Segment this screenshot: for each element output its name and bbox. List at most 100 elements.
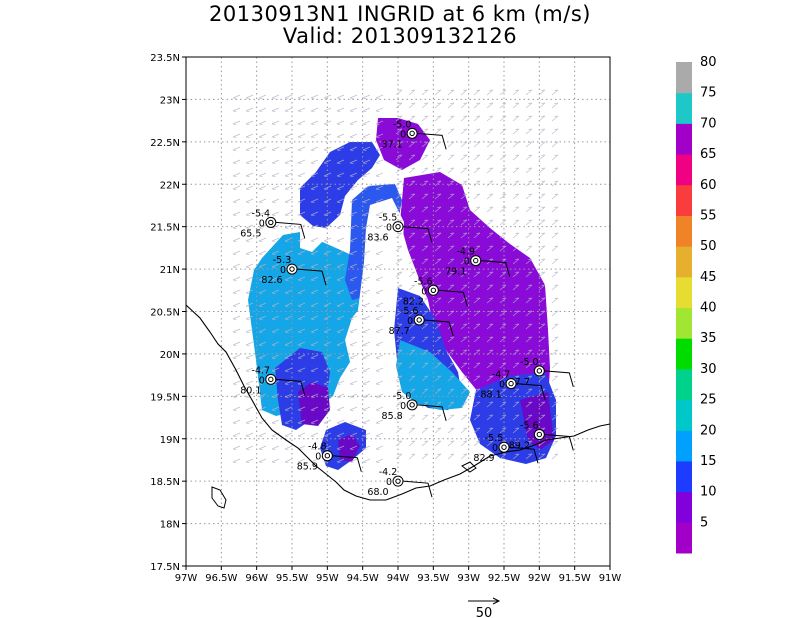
station-wind-barb	[424, 319, 454, 337]
station-temperature: -5.3	[273, 255, 292, 266]
colorbar-segment	[676, 522, 692, 554]
station-dewpoint: 0	[421, 286, 427, 297]
x-tick-label: 92.5W	[488, 573, 520, 584]
station-inner-circle	[501, 444, 507, 450]
reference-arrow-label: 50	[476, 606, 493, 618]
colorbar-segment	[676, 307, 692, 339]
station-wind-barb	[332, 455, 362, 472]
x-tick-label: 95.5W	[276, 573, 308, 584]
wind-gap-central	[356, 198, 404, 372]
x-tick-label: 97W	[175, 573, 198, 584]
station-pressure: 88.1	[480, 390, 501, 401]
colorbar-segment	[676, 399, 692, 431]
station-wind-barb	[417, 132, 447, 150]
colorbar-label: 45	[700, 270, 717, 285]
lagoon-outline	[211, 486, 227, 509]
y-tick-label: 21N	[160, 265, 180, 276]
colorbar-segment	[676, 491, 692, 523]
station-dewpoint: 0	[386, 477, 392, 488]
station-pressure: 82.9	[473, 453, 494, 464]
station-inner-circle	[473, 257, 479, 264]
y-tick-label: 23.5N	[150, 53, 180, 64]
colorbar-label: 50	[700, 239, 717, 254]
station-temperature: -4.7	[492, 370, 511, 381]
colorbar-segment	[676, 215, 692, 247]
colorbar-label: 25	[700, 393, 717, 408]
x-tick-label: 94W	[387, 573, 410, 584]
station-marker: -5.6 89.2	[509, 421, 574, 452]
station-wind-barb	[417, 404, 447, 421]
y-tick-label: 23N	[160, 95, 180, 106]
colorbar-label: 40	[700, 301, 717, 316]
colorbar-label: 65	[700, 147, 717, 162]
station-inner-circle	[536, 431, 543, 438]
colorbar-label: 80	[700, 55, 717, 70]
station-dewpoint: 0	[259, 375, 265, 386]
station-pressure: 89.2	[509, 441, 530, 452]
station-dewpoint: 0	[400, 401, 406, 412]
station-dewpoint: 0	[280, 265, 286, 276]
station-inner-circle	[536, 368, 543, 374]
station-pressure: 65.5	[240, 228, 261, 239]
station-temperature: -4.2	[379, 467, 398, 478]
y-tick-label: 19N	[160, 435, 180, 446]
x-tick-label: 95W	[316, 573, 339, 584]
y-tick-label: 19.5N	[150, 392, 180, 403]
station-wind-barb	[480, 260, 511, 277]
station-pressure: 82.2	[403, 296, 424, 307]
station-marker: -5.0 87.7	[509, 357, 574, 388]
colorbar-label: 35	[700, 331, 717, 346]
colorbar-label: 55	[700, 208, 717, 223]
colorbar-label: 70	[700, 116, 717, 131]
colorbar-segment	[676, 184, 692, 216]
station-dewpoint: 0	[386, 223, 392, 234]
y-tick-label: 20.5N	[150, 308, 180, 319]
colorbar-label: 10	[700, 485, 717, 500]
wind-gap-northwest	[300, 226, 324, 252]
x-tick-label: 93W	[457, 573, 480, 584]
map-title: 20130913N1 INGRID at 6 km (m/s)	[209, 2, 591, 26]
colorbar-segment	[676, 123, 692, 155]
colorbar-segment	[676, 62, 692, 94]
colorbar-segment	[676, 276, 692, 308]
y-tick-label: 21.5N	[150, 223, 180, 234]
station-pressure: 87.7	[389, 326, 410, 337]
station-wind-barb	[508, 446, 539, 464]
station-wind-barb	[275, 378, 306, 396]
x-tick-label: 96W	[245, 573, 268, 584]
station-wind-barb	[402, 226, 433, 243]
map-valid-time: Valid: 201309132126	[282, 24, 518, 48]
x-tick-label: 94.5W	[347, 573, 379, 584]
station-temperature: -5.0	[393, 119, 412, 130]
wind-region-purple-southwest	[298, 382, 330, 426]
island-outline	[461, 461, 477, 473]
station-temperature: -4.7	[252, 365, 271, 376]
station-pressure: 85.9	[297, 462, 318, 473]
colorbar-segment	[676, 154, 692, 186]
station-pressure: 80.1	[240, 385, 261, 396]
station-dewpoint: 0	[464, 257, 470, 268]
station-temperature: -5.5	[379, 213, 398, 224]
station-pressure: 37.1	[382, 139, 403, 150]
station-inner-circle	[409, 130, 415, 137]
station-pressure: 79.1	[445, 267, 466, 278]
station-inner-circle	[395, 223, 401, 230]
station-pressure: 68.0	[367, 487, 388, 498]
reference-arrow-head	[492, 597, 501, 605]
colorbar-segment	[676, 246, 692, 278]
station-inner-circle	[416, 317, 422, 323]
station-temperature: -5.4	[252, 208, 271, 219]
station-pressure: 87.7	[509, 377, 530, 388]
station-dewpoint: 0	[492, 443, 498, 454]
wind-region-teal-east	[396, 340, 470, 410]
colorbar-label: 20	[700, 423, 717, 438]
station-wind-barb	[275, 221, 306, 239]
